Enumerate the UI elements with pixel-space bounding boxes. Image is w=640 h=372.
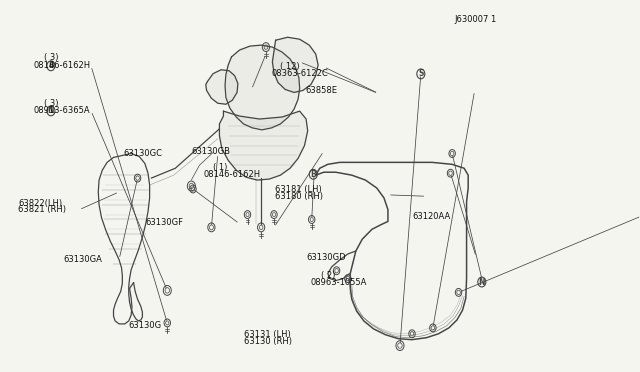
Text: J630007 1: J630007 1 bbox=[454, 15, 497, 24]
Text: 63130GB: 63130GB bbox=[192, 147, 231, 156]
Text: 08146-6162H: 08146-6162H bbox=[33, 61, 91, 70]
Text: 63180 (RH): 63180 (RH) bbox=[275, 192, 323, 201]
Text: ( 3): ( 3) bbox=[44, 99, 58, 108]
Text: 63120AA: 63120AA bbox=[413, 212, 451, 221]
Text: B: B bbox=[48, 61, 54, 70]
Text: 63131 (LH): 63131 (LH) bbox=[244, 330, 291, 339]
Polygon shape bbox=[273, 37, 318, 92]
Text: N: N bbox=[479, 278, 485, 286]
Text: 63858E: 63858E bbox=[306, 86, 338, 95]
Text: ( 3): ( 3) bbox=[44, 53, 58, 62]
Text: 63130GF: 63130GF bbox=[145, 218, 184, 227]
Text: ( 1): ( 1) bbox=[213, 163, 228, 172]
Text: 63130G: 63130G bbox=[129, 321, 162, 330]
Text: 63822(LH): 63822(LH) bbox=[18, 199, 62, 208]
Text: 08913-6365A: 08913-6365A bbox=[33, 106, 90, 115]
Text: B: B bbox=[310, 170, 316, 179]
Text: 08363-6122C: 08363-6122C bbox=[271, 69, 328, 78]
Text: 63821 (RH): 63821 (RH) bbox=[18, 205, 66, 214]
Text: N: N bbox=[47, 106, 54, 115]
Polygon shape bbox=[225, 45, 300, 130]
Text: 63181 (LH): 63181 (LH) bbox=[275, 185, 322, 194]
Text: 63130 (RH): 63130 (RH) bbox=[244, 337, 292, 346]
Text: 08963-1055A: 08963-1055A bbox=[311, 278, 367, 286]
Text: 63130GD: 63130GD bbox=[307, 253, 346, 262]
Text: 63130GA: 63130GA bbox=[63, 255, 102, 264]
Text: S: S bbox=[418, 69, 424, 78]
Polygon shape bbox=[206, 70, 238, 104]
Polygon shape bbox=[220, 111, 308, 180]
Text: 08146-6162H: 08146-6162H bbox=[203, 170, 260, 179]
Text: ( 12): ( 12) bbox=[280, 62, 300, 71]
Text: 63130GC: 63130GC bbox=[124, 149, 163, 158]
Text: ( 2): ( 2) bbox=[321, 270, 335, 279]
